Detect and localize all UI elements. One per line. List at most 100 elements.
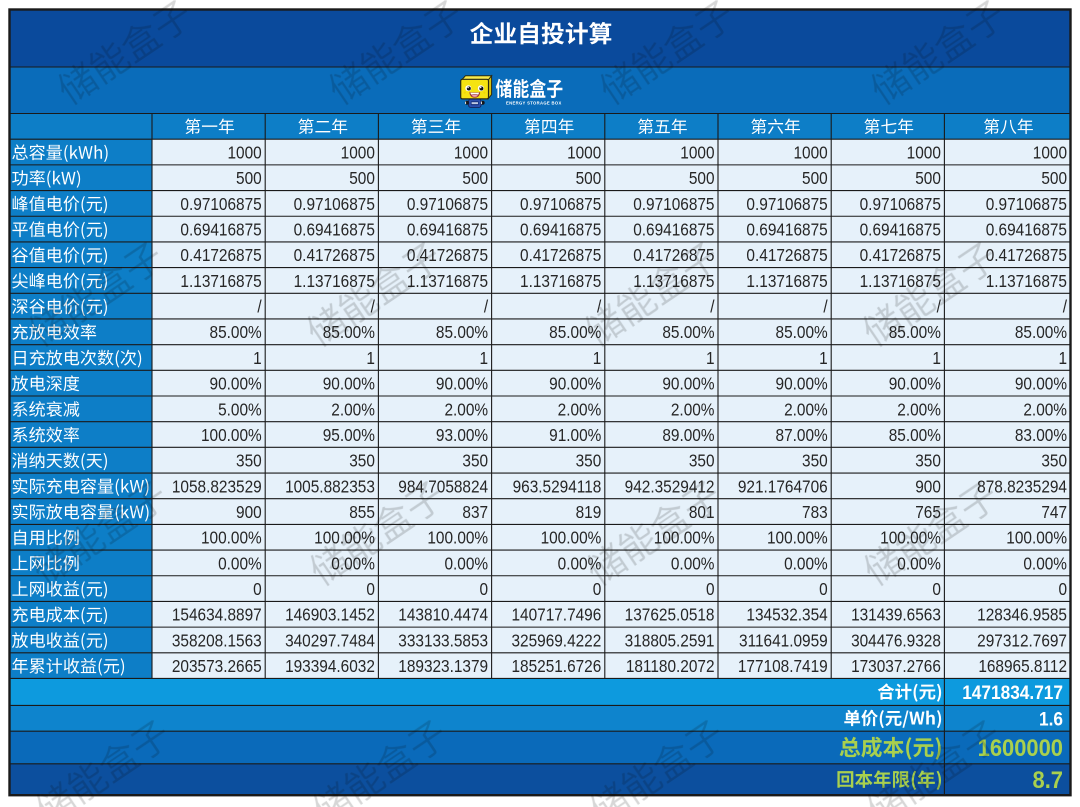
svg-text:1000: 1000: [227, 142, 261, 162]
svg-text:1: 1: [593, 348, 602, 368]
svg-text:85.00%: 85.00%: [776, 322, 828, 342]
svg-text:1: 1: [819, 348, 828, 368]
svg-text:0.00%: 0.00%: [444, 553, 488, 573]
svg-text:0: 0: [819, 579, 828, 599]
svg-text:0.97106875: 0.97106875: [746, 194, 827, 214]
svg-text:177108.7419: 177108.7419: [738, 656, 828, 676]
svg-text:500: 500: [1041, 168, 1067, 188]
svg-text:963.5294118: 963.5294118: [513, 476, 602, 496]
svg-text:1.13716875: 1.13716875: [294, 271, 375, 291]
svg-text:0.97106875: 0.97106875: [520, 194, 601, 214]
svg-text:900: 900: [915, 476, 941, 496]
svg-text:1.13716875: 1.13716875: [860, 271, 941, 291]
svg-text:1471834.717: 1471834.717: [962, 681, 1063, 703]
svg-text:0: 0: [593, 579, 602, 599]
svg-text:1000: 1000: [907, 142, 941, 162]
svg-text:1: 1: [253, 348, 262, 368]
svg-text:500: 500: [576, 168, 602, 188]
svg-text:0.97106875: 0.97106875: [407, 194, 488, 214]
svg-text:0.41726875: 0.41726875: [860, 245, 941, 265]
svg-text:100.00%: 100.00%: [1006, 528, 1067, 548]
svg-text:0.69416875: 0.69416875: [746, 220, 827, 240]
svg-text:/: /: [710, 297, 715, 317]
svg-text:0: 0: [480, 579, 489, 599]
svg-text:/: /: [1063, 297, 1068, 317]
svg-text:350: 350: [236, 451, 262, 471]
svg-text:0: 0: [1058, 579, 1067, 599]
svg-text:128346.9585: 128346.9585: [977, 605, 1067, 625]
svg-text:83.00%: 83.00%: [1015, 425, 1067, 445]
svg-text:168965.8112: 168965.8112: [978, 656, 1067, 676]
svg-text:747: 747: [1041, 502, 1067, 522]
svg-text:/: /: [257, 297, 262, 317]
svg-text:0.41726875: 0.41726875: [986, 245, 1067, 265]
svg-text:340297.7484: 340297.7484: [285, 630, 375, 650]
svg-text:90.00%: 90.00%: [436, 374, 488, 394]
svg-text:1000: 1000: [567, 142, 601, 162]
svg-text:500: 500: [236, 168, 262, 188]
svg-text:984.7058824: 984.7058824: [398, 476, 488, 496]
svg-text:350: 350: [576, 451, 602, 471]
svg-text:500: 500: [689, 168, 715, 188]
svg-text:1000: 1000: [793, 142, 827, 162]
svg-text:140717.7496: 140717.7496: [511, 605, 601, 625]
svg-text:0.97106875: 0.97106875: [986, 194, 1067, 214]
svg-text:0: 0: [253, 579, 262, 599]
svg-text:90.00%: 90.00%: [549, 374, 601, 394]
svg-text:85.00%: 85.00%: [1015, 322, 1067, 342]
svg-text:90.00%: 90.00%: [776, 374, 828, 394]
svg-text:0.69416875: 0.69416875: [520, 220, 601, 240]
svg-text:350: 350: [462, 451, 488, 471]
svg-text:855: 855: [349, 502, 375, 522]
svg-text:100.00%: 100.00%: [201, 528, 262, 548]
svg-text:0.41726875: 0.41726875: [520, 245, 601, 265]
svg-text:0.97106875: 0.97106875: [860, 194, 941, 214]
svg-text:8.7: 8.7: [1033, 766, 1063, 793]
svg-text:1600000: 1600000: [978, 734, 1063, 761]
svg-text:0.69416875: 0.69416875: [180, 220, 261, 240]
svg-text:1000: 1000: [1033, 142, 1067, 162]
svg-text:1.6: 1.6: [1039, 707, 1063, 729]
svg-text:89.00%: 89.00%: [662, 425, 714, 445]
svg-text:0.41726875: 0.41726875: [633, 245, 714, 265]
svg-text:1.13716875: 1.13716875: [407, 271, 488, 291]
svg-text:900: 900: [236, 502, 262, 522]
svg-text:193394.6032: 193394.6032: [285, 656, 375, 676]
svg-text:500: 500: [349, 168, 375, 188]
svg-text:146903.1452: 146903.1452: [285, 605, 375, 625]
svg-text:878.8235294: 878.8235294: [977, 476, 1067, 496]
svg-text:837: 837: [462, 502, 488, 522]
svg-text:87.00%: 87.00%: [776, 425, 828, 445]
svg-text:783: 783: [802, 502, 828, 522]
svg-text:203573.2665: 203573.2665: [172, 656, 262, 676]
svg-text:311641.0959: 311641.0959: [739, 630, 828, 650]
svg-text:350: 350: [349, 451, 375, 471]
svg-text:1: 1: [932, 348, 941, 368]
svg-text:500: 500: [462, 168, 488, 188]
svg-text:1000: 1000: [341, 142, 375, 162]
svg-text:85.00%: 85.00%: [889, 425, 941, 445]
svg-text:1: 1: [1058, 348, 1067, 368]
svg-text:2.00%: 2.00%: [331, 399, 375, 419]
svg-text:350: 350: [1041, 451, 1067, 471]
svg-text:0.41726875: 0.41726875: [407, 245, 488, 265]
svg-text:185251.6726: 185251.6726: [511, 656, 601, 676]
svg-text:85.00%: 85.00%: [436, 322, 488, 342]
svg-text:0.69416875: 0.69416875: [294, 220, 375, 240]
svg-text:0.69416875: 0.69416875: [860, 220, 941, 240]
svg-text:100.00%: 100.00%: [201, 425, 262, 445]
svg-text:0: 0: [706, 579, 715, 599]
svg-text:0.41726875: 0.41726875: [180, 245, 261, 265]
svg-text:90.00%: 90.00%: [889, 374, 941, 394]
svg-text:134532.354: 134532.354: [746, 605, 827, 625]
svg-text:0: 0: [366, 579, 375, 599]
svg-text:921.1764706: 921.1764706: [738, 476, 828, 496]
svg-text:100.00%: 100.00%: [767, 528, 828, 548]
svg-text:90.00%: 90.00%: [323, 374, 375, 394]
svg-text:1000: 1000: [454, 142, 488, 162]
svg-text:143810.4474: 143810.4474: [398, 605, 488, 625]
svg-text:0.69416875: 0.69416875: [633, 220, 714, 240]
svg-text:/: /: [371, 297, 376, 317]
svg-text:1.13716875: 1.13716875: [180, 271, 261, 291]
svg-text:1000: 1000: [680, 142, 714, 162]
